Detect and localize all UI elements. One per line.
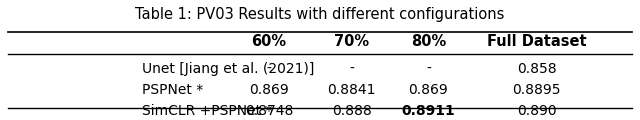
Text: 80%: 80% [411, 34, 446, 49]
Text: Unet [Jiang et al. (2021)]: Unet [Jiang et al. (2021)] [141, 62, 314, 76]
Text: 0.858: 0.858 [517, 62, 556, 76]
Text: 0.869: 0.869 [408, 83, 448, 97]
Text: 0.888: 0.888 [332, 104, 372, 118]
Text: 70%: 70% [334, 34, 369, 49]
Text: Table 1: PV03 Results with different configurations: Table 1: PV03 Results with different con… [135, 7, 505, 22]
Text: 60%: 60% [252, 34, 287, 49]
Text: -: - [349, 62, 355, 76]
Text: 0.8911: 0.8911 [401, 104, 455, 118]
Text: 0.8895: 0.8895 [513, 83, 561, 97]
Text: -: - [267, 62, 271, 76]
Text: Full Dataset: Full Dataset [487, 34, 586, 49]
Text: PSPNet *: PSPNet * [141, 83, 203, 97]
Text: SimCLR +PSPNet *: SimCLR +PSPNet * [141, 104, 272, 118]
Text: 0.8841: 0.8841 [328, 83, 376, 97]
Text: 0.8748: 0.8748 [245, 104, 293, 118]
Text: -: - [426, 62, 431, 76]
Text: 0.869: 0.869 [249, 83, 289, 97]
Text: 0.890: 0.890 [517, 104, 556, 118]
